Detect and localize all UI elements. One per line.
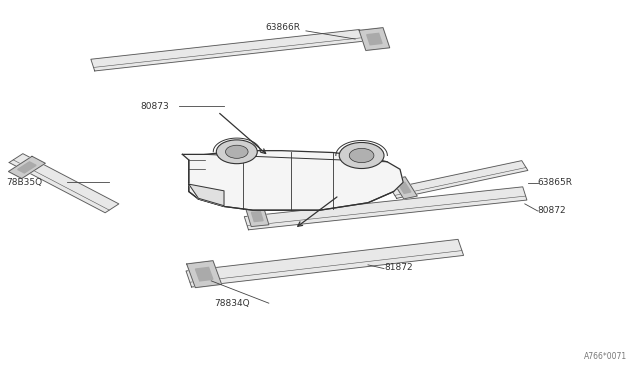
Polygon shape xyxy=(91,29,364,71)
Circle shape xyxy=(349,148,374,163)
Text: 80873: 80873 xyxy=(141,102,170,110)
Polygon shape xyxy=(390,161,528,198)
Polygon shape xyxy=(359,28,390,51)
Text: 81872: 81872 xyxy=(384,263,413,272)
Polygon shape xyxy=(367,33,382,45)
Circle shape xyxy=(339,142,384,169)
Text: 63865R: 63865R xyxy=(538,178,573,187)
Polygon shape xyxy=(8,156,45,179)
Polygon shape xyxy=(18,162,36,173)
Polygon shape xyxy=(195,267,213,281)
Text: A766*0071: A766*0071 xyxy=(584,352,627,361)
Circle shape xyxy=(216,140,257,164)
Polygon shape xyxy=(9,154,119,213)
Polygon shape xyxy=(246,206,269,227)
Polygon shape xyxy=(189,184,224,206)
Text: 78834Q: 78834Q xyxy=(214,299,250,308)
Polygon shape xyxy=(398,182,411,193)
Polygon shape xyxy=(187,261,221,288)
Polygon shape xyxy=(182,151,403,210)
Circle shape xyxy=(225,145,248,158)
Polygon shape xyxy=(244,187,527,230)
Text: 80872: 80872 xyxy=(538,206,566,215)
Text: 63866R: 63866R xyxy=(266,23,301,32)
Polygon shape xyxy=(252,211,263,222)
Polygon shape xyxy=(186,239,463,287)
Polygon shape xyxy=(392,177,417,199)
Text: 78B35Q: 78B35Q xyxy=(6,178,42,187)
